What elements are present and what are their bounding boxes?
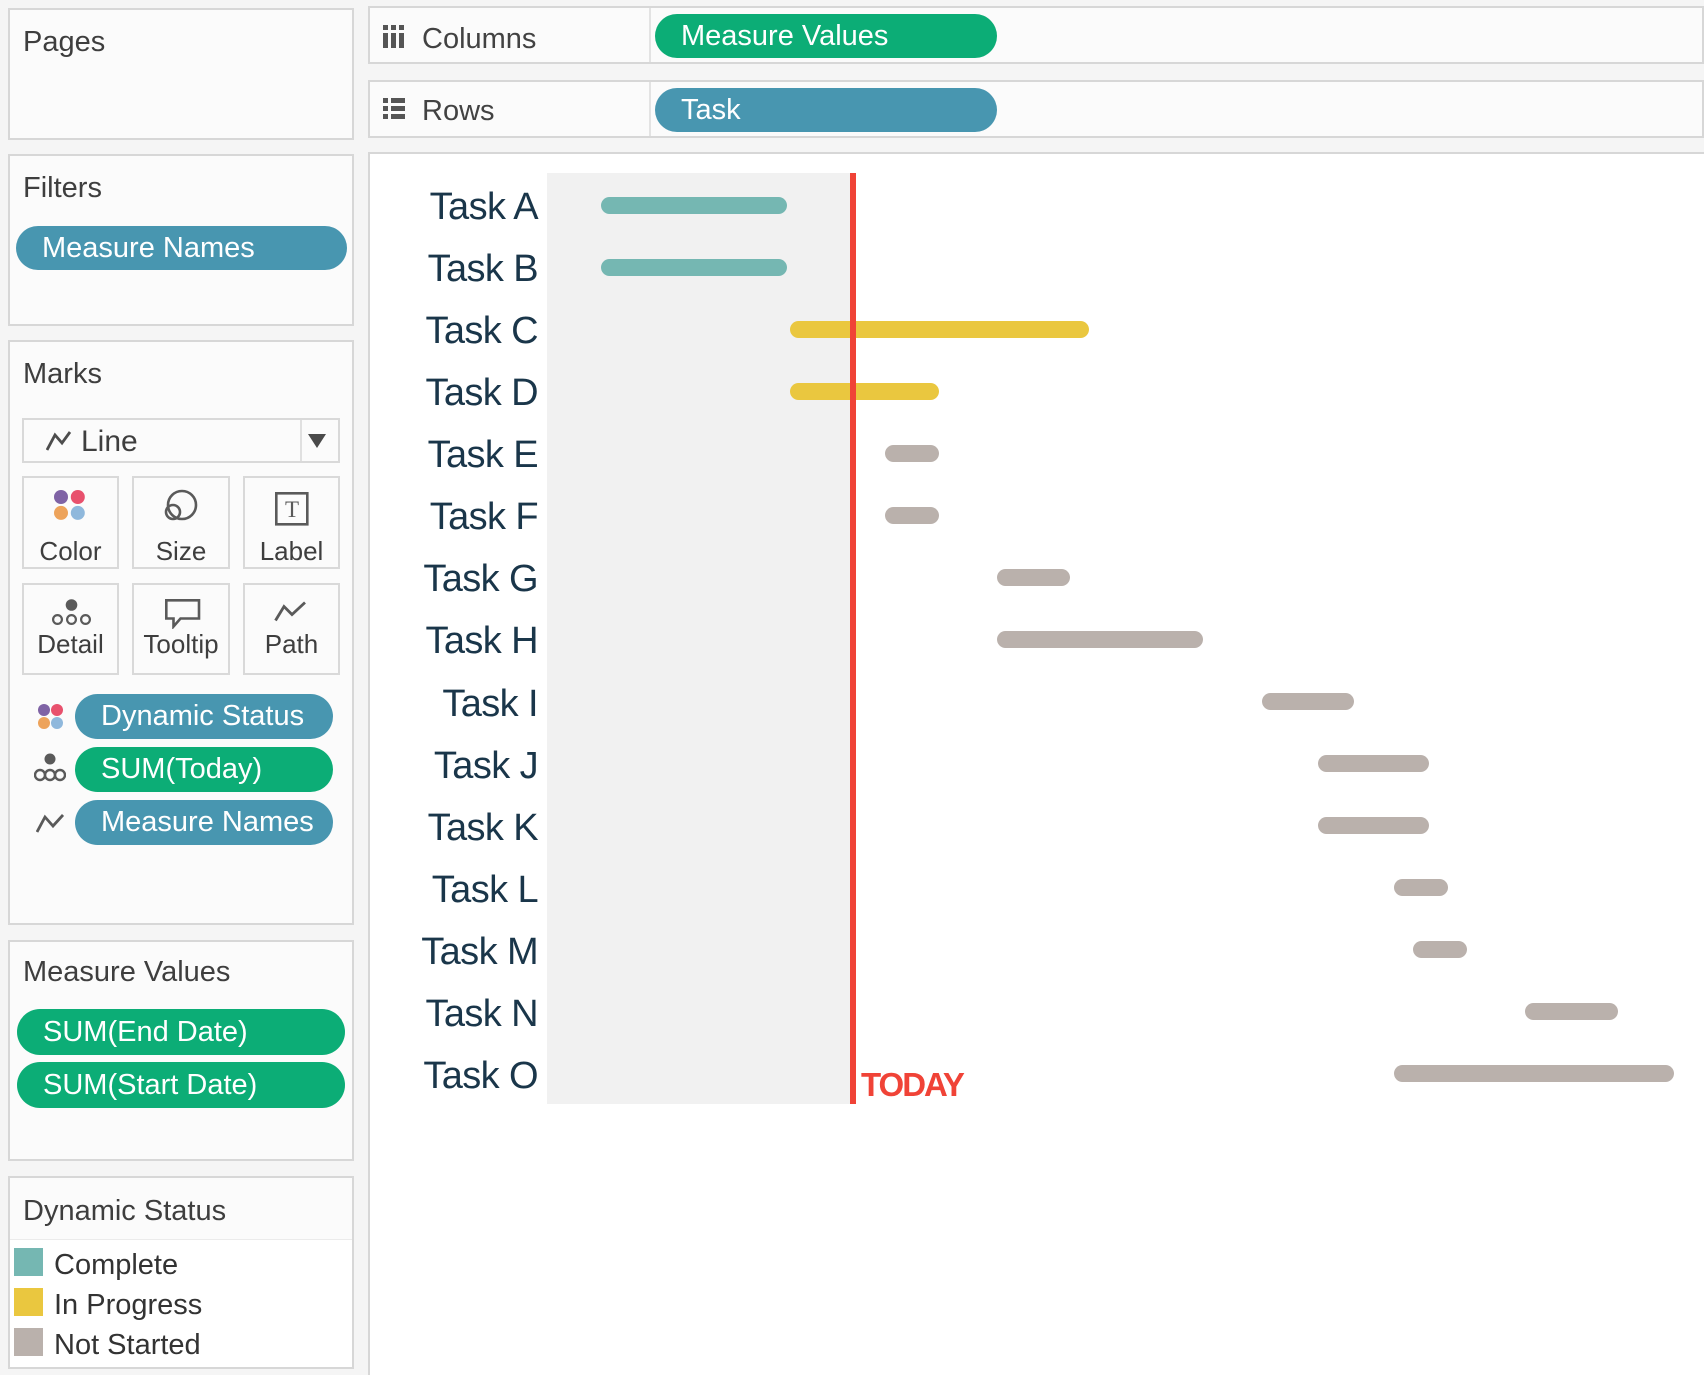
svg-text:T: T <box>285 497 299 522</box>
